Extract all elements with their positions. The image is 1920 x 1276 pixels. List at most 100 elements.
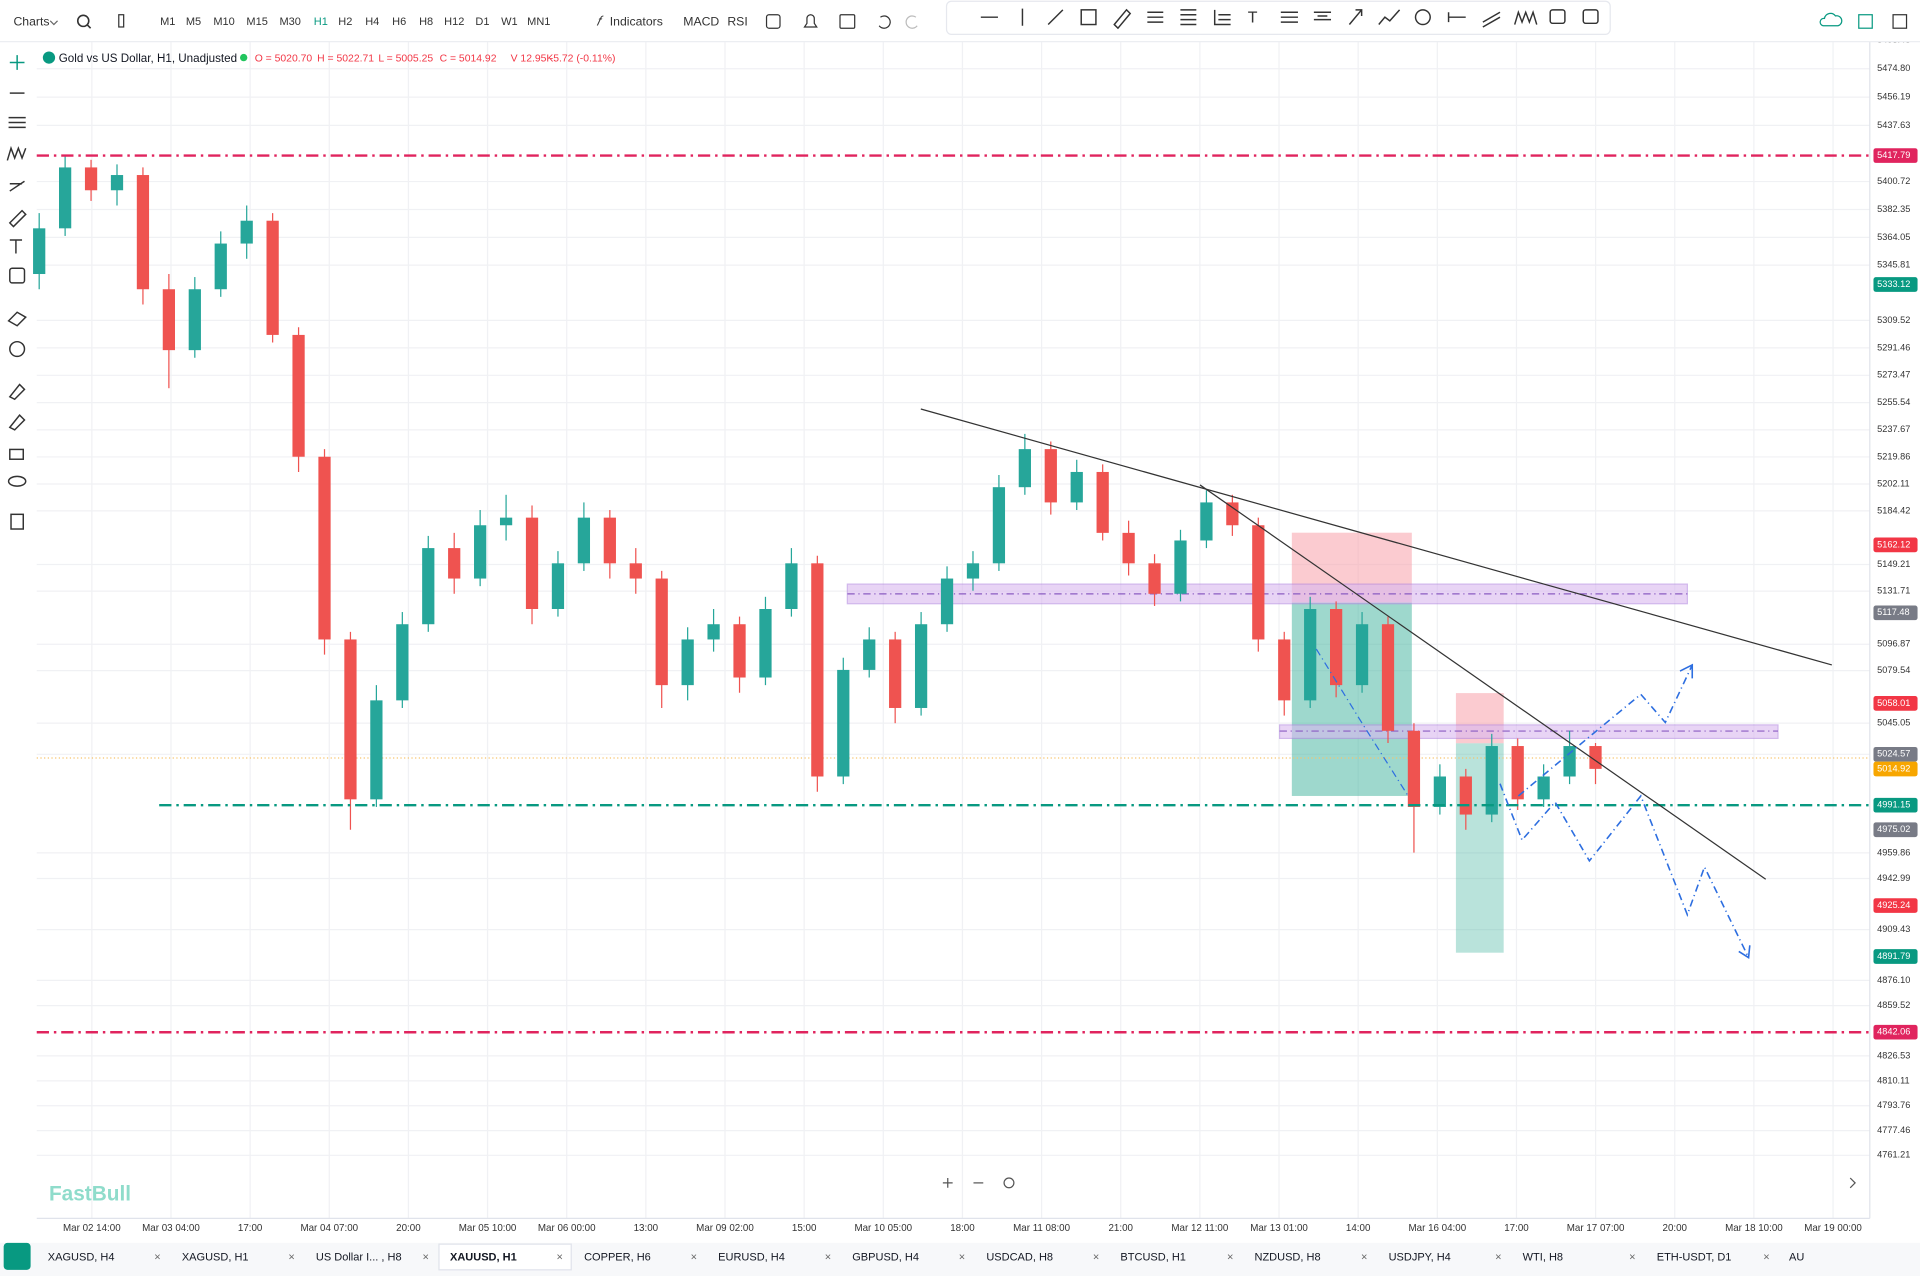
tab-close[interactable]: × [1361,1251,1367,1263]
cloud-icon[interactable] [1819,12,1843,27]
tool-regression[interactable] [1313,11,1332,21]
timeframe-button[interactable]: M30 [279,16,300,28]
share-icon[interactable] [1858,14,1873,29]
candle-body [707,624,720,640]
y-tick-label: 4859.52 [1877,1000,1910,1010]
tool-circle[interactable] [1414,9,1431,26]
timeframe-button[interactable]: MN1 [527,16,550,28]
tool-trash[interactable] [10,513,24,530]
timeframe-button[interactable]: M5 [186,16,201,28]
scroll-right[interactable] [1849,1177,1856,1189]
tab-label[interactable]: ETH-USDT, D1 [1657,1251,1732,1263]
tool-magnet[interactable] [8,383,26,401]
y-tick-label: 5096.87 [1877,639,1910,649]
tool-fib[interactable] [1180,9,1197,26]
tool-rect[interactable] [1080,9,1097,26]
tool-eye[interactable] [7,475,27,487]
tab-label[interactable]: USDJPY, H4 [1389,1251,1451,1263]
tab-label[interactable]: XAGUSD, H4 [48,1251,115,1263]
candle-body [629,563,642,579]
price-badge [1873,949,1918,964]
left-toolbar [6,55,27,530]
timeframe-button[interactable]: W1 [501,16,518,28]
tool-note[interactable] [9,267,26,284]
search-icon[interactable] [76,14,90,28]
tab-close[interactable]: × [1629,1251,1635,1263]
undo-icon[interactable] [878,15,891,29]
tab-label[interactable]: USDCAD, H8 [986,1251,1053,1263]
reset[interactable] [1003,1177,1015,1189]
tool-pen[interactable] [9,180,25,192]
tool-zoom[interactable] [9,340,26,358]
panel-icon[interactable] [1892,14,1908,29]
tool-trend[interactable] [1047,9,1064,26]
tab-close[interactable]: × [1763,1251,1769,1263]
tool-short[interactable] [1582,9,1599,25]
zoom-in[interactable] [942,1178,953,1188]
tool-fib[interactable] [8,116,26,129]
price-badge-label: 4842.06 [1877,1027,1910,1037]
rsi-button[interactable]: RSI [727,14,747,28]
timeframe-button[interactable]: H1 [314,16,328,28]
layout-icon[interactable] [765,14,781,29]
tab-label[interactable]: XAGUSD, H1 [182,1251,249,1263]
tab-label[interactable]: COPPER, H6 [584,1251,651,1263]
redo-icon[interactable] [905,15,918,29]
tab-close[interactable]: × [1495,1251,1501,1263]
timeframe-button[interactable]: H12 [444,16,464,28]
tool-pattern[interactable] [6,145,27,161]
tab-label[interactable]: GBPUSD, H4 [852,1251,919,1263]
timeframe-button[interactable]: M10 [213,16,234,28]
timeframe-button[interactable]: H6 [392,16,406,28]
tool-brush[interactable] [1113,8,1132,30]
tool-brush[interactable] [8,209,27,228]
timeframe-button[interactable]: H2 [338,16,352,28]
timeframe-button[interactable]: M15 [246,16,267,28]
tool-pitch[interactable] [1280,11,1298,23]
indicators-button[interactable]: Indicators [610,14,663,28]
tab-close[interactable]: × [959,1251,965,1263]
tool-text[interactable]: T [1248,10,1258,27]
tool-text[interactable] [9,239,23,254]
timeframe-button[interactable]: H4 [365,16,379,28]
tab-label[interactable]: BTCUSD, H1 [1120,1251,1185,1263]
tool-channel[interactable] [1147,11,1164,23]
tool-gann[interactable] [1213,9,1231,26]
tool-pattern[interactable] [1513,9,1538,25]
tool-ray[interactable] [1447,12,1466,23]
tab-close[interactable]: × [557,1251,563,1263]
tab-close[interactable]: × [154,1251,160,1263]
candle-body [110,175,124,191]
tool-lock-draw[interactable] [8,414,26,431]
charts-menu[interactable]: Charts [13,14,49,28]
macd-button[interactable]: MACD [683,14,719,28]
tool-lock[interactable] [9,448,24,460]
chart-type-icon[interactable] [118,14,125,28]
timeframe-button[interactable]: D1 [475,16,489,28]
tab-label[interactable]: AU [1789,1251,1804,1263]
tab-close[interactable]: × [825,1251,831,1263]
tool-cross[interactable] [9,55,25,70]
tool-parallel[interactable] [1482,11,1501,28]
alert-icon[interactable] [803,14,818,28]
calendar-icon[interactable] [839,14,856,29]
tab-label[interactable]: US Dollar I... , H8 [316,1251,402,1263]
timeframe-button[interactable]: M1 [160,16,175,28]
tab-close[interactable]: × [1227,1251,1233,1263]
tab-close[interactable]: × [691,1251,697,1263]
legend-symbol: Gold vs US Dollar, H1, Unadjusted [59,52,237,65]
tab-label[interactable]: XAUUSD, H1 [450,1251,517,1263]
tool-arrow[interactable] [1348,9,1363,26]
tool-long[interactable] [1549,9,1566,25]
tab-label[interactable]: NZDUSD, H8 [1254,1251,1320,1263]
timeframe-button[interactable]: H8 [419,16,433,28]
tool-ruler[interactable] [7,311,27,327]
tab-label[interactable]: WTI, H8 [1523,1251,1563,1263]
favorites-button[interactable] [3,1242,31,1270]
tab-label[interactable]: EURUSD, H4 [718,1251,785,1263]
tool-path[interactable] [1378,9,1401,26]
tab-close[interactable]: × [1093,1251,1099,1263]
tab-close[interactable]: × [422,1251,428,1263]
candle-body [33,228,46,275]
tab-close[interactable]: × [288,1251,294,1263]
